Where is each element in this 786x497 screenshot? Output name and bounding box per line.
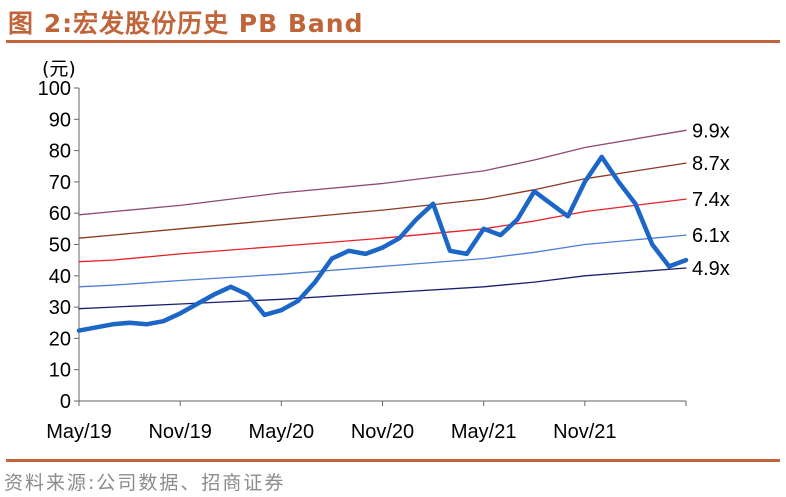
y-tick-label: 30 — [49, 297, 71, 319]
band-label: 7.4x — [692, 189, 730, 211]
band-label: 8.7x — [692, 153, 730, 175]
y-tick-label: 50 — [49, 235, 71, 257]
y-tick-label: 90 — [49, 109, 71, 131]
y-tick-label: 80 — [49, 141, 71, 163]
x-tick-label: Nov/20 — [351, 421, 414, 443]
x-tick-label: May/20 — [249, 421, 315, 443]
title-divider — [6, 40, 780, 43]
y-tick-label: 0 — [60, 391, 71, 413]
series-layer — [76, 129, 689, 333]
y-tick-label: 20 — [49, 328, 71, 350]
y-tick-label: 60 — [49, 203, 71, 225]
band-label: 4.9x — [692, 258, 730, 280]
y-axis-unit: (元) — [42, 58, 76, 80]
figure-title: 图 2:宏发股份历史 PB Band — [8, 9, 364, 38]
x-tick-label: May/21 — [451, 421, 517, 443]
price-line — [76, 154, 689, 333]
axes-layer — [74, 87, 687, 406]
band-label: 6.1x — [692, 225, 730, 247]
y-tick-label: 70 — [49, 172, 71, 194]
footer-divider — [6, 459, 780, 462]
y-tick-label: 10 — [49, 360, 71, 382]
labels-layer: 0 10 20 30 40 50 60 70 80 90 100(元) May/19 Nov/19 May… — [38, 58, 730, 443]
source-note: 资料来源:公司数据、招商证券 — [4, 472, 286, 494]
x-tick-label: May/19 — [46, 421, 112, 443]
band-line-6-1x — [78, 234, 687, 288]
band-line-4-9x — [78, 267, 687, 310]
x-tick-label: Nov/21 — [553, 421, 616, 443]
x-tick-label: Nov/19 — [148, 421, 211, 443]
y-tick-label: 100 — [38, 78, 71, 100]
band-label: 9.9x — [692, 120, 730, 142]
band-line-9-9x — [78, 129, 687, 216]
y-tick-label: 40 — [49, 266, 71, 288]
band-line-8-7x — [78, 162, 687, 239]
